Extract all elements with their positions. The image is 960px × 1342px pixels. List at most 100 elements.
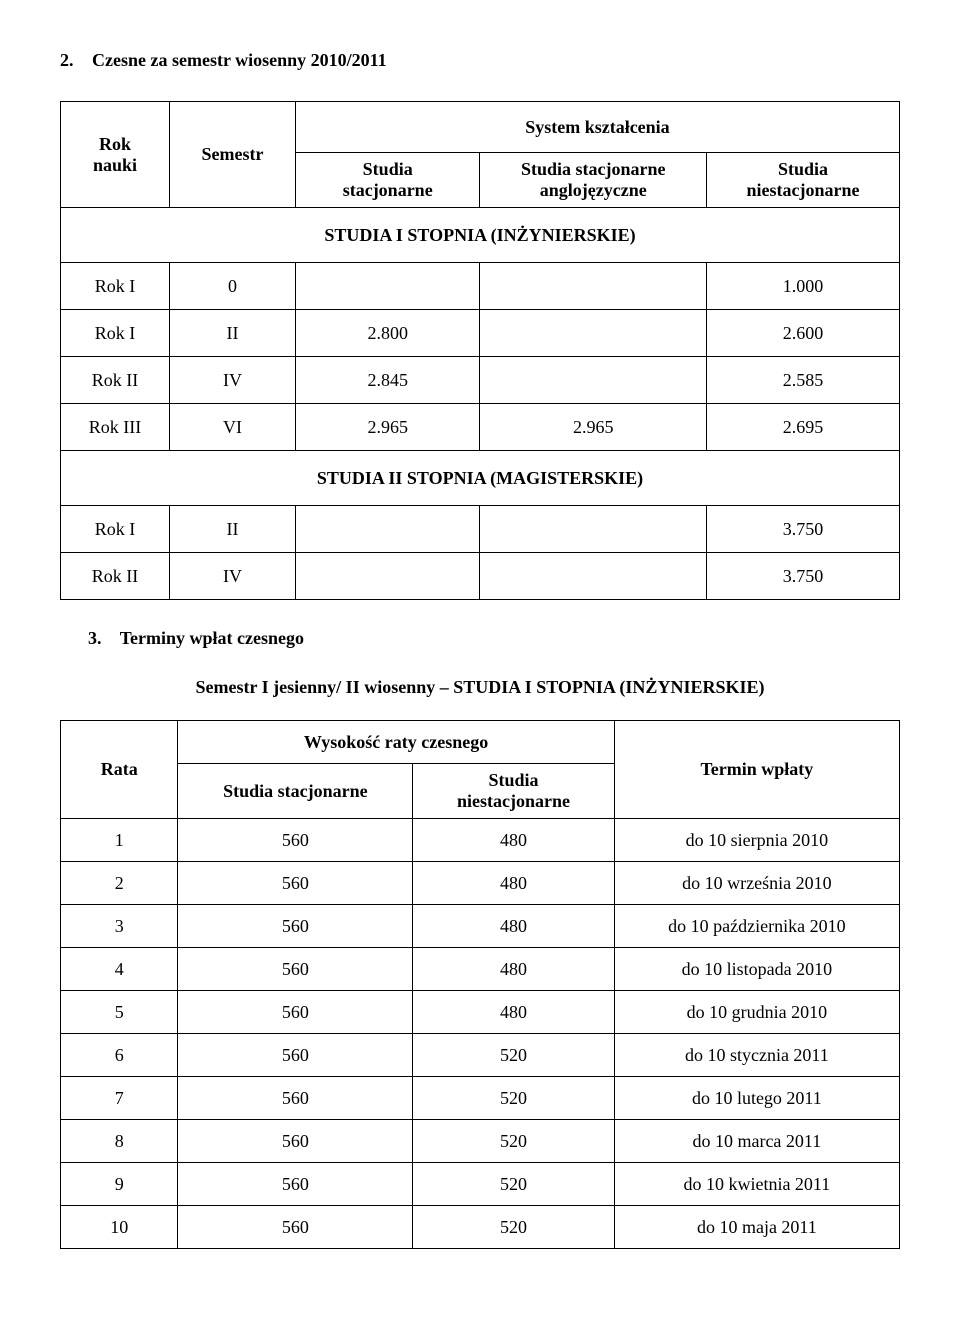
tuition-table: Rok nauki Semestr System kształcenia Stu… [60, 101, 900, 600]
cell-termin: do 10 sierpnia 2010 [614, 819, 899, 862]
table-row: 9 560 520 do 10 kwietnia 2011 [61, 1163, 900, 1206]
table-row: Rok I II 2.800 2.600 [61, 310, 900, 357]
cell-niestac: 480 [413, 948, 614, 991]
cell-ang [480, 553, 707, 600]
section-2-title: Czesne za semestr wiosenny 2010/2011 [92, 50, 387, 70]
cell-stac: 2.845 [295, 357, 480, 404]
cell-niestac: 520 [413, 1206, 614, 1249]
cell-ang [480, 506, 707, 553]
cell-niestac: 480 [413, 862, 614, 905]
cell-termin: do 10 października 2010 [614, 905, 899, 948]
cell-stac: 560 [178, 819, 413, 862]
cell-rok: Rok III [61, 404, 170, 451]
cell-termin: do 10 września 2010 [614, 862, 899, 905]
niestac-l1: Studia [423, 770, 603, 791]
table-header-row: Rok nauki Semestr System kształcenia [61, 102, 900, 153]
rok-nauki-l1: Rok [71, 134, 159, 155]
table-row: Rok III VI 2.965 2.965 2.695 [61, 404, 900, 451]
cell-termin: do 10 lutego 2011 [614, 1077, 899, 1120]
cell-termin: do 10 marca 2011 [614, 1120, 899, 1163]
cell-sem: II [170, 310, 296, 357]
table-row: 7 560 520 do 10 lutego 2011 [61, 1077, 900, 1120]
section-2-number: 2. [60, 50, 74, 70]
cell-niestac: 520 [413, 1034, 614, 1077]
cell-ang [480, 357, 707, 404]
cell-termin: do 10 stycznia 2011 [614, 1034, 899, 1077]
section-mgr-label: STUDIA II STOPNIA (MAGISTERSKIE) [61, 451, 900, 506]
section-row-inz: STUDIA I STOPNIA (INŻYNIERSKIE) [61, 208, 900, 263]
cell-stac: 560 [178, 905, 413, 948]
cell-niestac: 480 [413, 905, 614, 948]
cell-sem: VI [170, 404, 296, 451]
section-3-heading: 3. Terminy wpłat czesnego [88, 628, 900, 649]
cell-niestac: 2.695 [707, 404, 900, 451]
section-3-number: 3. [88, 628, 102, 648]
cell-stac: 2.800 [295, 310, 480, 357]
cell-stac [295, 506, 480, 553]
cell-niestac: 2.600 [707, 310, 900, 357]
table-row: 3 560 480 do 10 października 2010 [61, 905, 900, 948]
niestac-l2: niestacjonarne [423, 791, 603, 812]
section-2-heading: 2. Czesne za semestr wiosenny 2010/2011 [60, 50, 900, 71]
cell-stac: 560 [178, 1206, 413, 1249]
cell-niestac: 520 [413, 1120, 614, 1163]
subheading: Semestr I jesienny/ II wiosenny – STUDIA… [60, 677, 900, 698]
rok-nauki-l2: nauki [71, 155, 159, 176]
cell-n: 10 [61, 1206, 178, 1249]
col-system: System kształcenia [295, 102, 899, 153]
section-inz-label: STUDIA I STOPNIA (INŻYNIERSKIE) [61, 208, 900, 263]
ang-l1: Studia stacjonarne [490, 159, 696, 180]
col-stac: Studia stacjonarne [178, 764, 413, 819]
cell-n: 4 [61, 948, 178, 991]
cell-stac: 560 [178, 1034, 413, 1077]
cell-n: 6 [61, 1034, 178, 1077]
ang-l2: anglojęzyczne [490, 180, 696, 201]
col-niestac: Studia niestacjonarne [413, 764, 614, 819]
col-rok-nauki: Rok nauki [61, 102, 170, 208]
cell-termin: do 10 listopada 2010 [614, 948, 899, 991]
table-row: Rok II IV 3.750 [61, 553, 900, 600]
stac-l2: stacjonarne [306, 180, 470, 201]
cell-n: 3 [61, 905, 178, 948]
cell-sem: 0 [170, 263, 296, 310]
cell-stac: 560 [178, 1120, 413, 1163]
cell-termin: do 10 maja 2011 [614, 1206, 899, 1249]
cell-niestac: 480 [413, 991, 614, 1034]
col-ang: Studia stacjonarne anglojęzyczne [480, 153, 707, 208]
col-termin: Termin wpłaty [614, 721, 899, 819]
table-row: Rok I II 3.750 [61, 506, 900, 553]
cell-niestac: 3.750 [707, 506, 900, 553]
section-row-mgr: STUDIA II STOPNIA (MAGISTERSKIE) [61, 451, 900, 506]
cell-niestac: 2.585 [707, 357, 900, 404]
table-row: 1 560 480 do 10 sierpnia 2010 [61, 819, 900, 862]
col-semestr: Semestr [170, 102, 296, 208]
niestac-l2: niestacjonarne [717, 180, 889, 201]
payment-schedule-table: Rata Wysokość raty czesnego Termin wpłat… [60, 720, 900, 1249]
cell-n: 5 [61, 991, 178, 1034]
cell-n: 2 [61, 862, 178, 905]
cell-rok: Rok II [61, 553, 170, 600]
cell-niestac: 520 [413, 1077, 614, 1120]
cell-n: 8 [61, 1120, 178, 1163]
col-niestac: Studia niestacjonarne [707, 153, 900, 208]
stac-l1: Studia [306, 159, 470, 180]
table-header-row: Rata Wysokość raty czesnego Termin wpłat… [61, 721, 900, 764]
cell-rok: Rok I [61, 263, 170, 310]
table-row: Rok II IV 2.845 2.585 [61, 357, 900, 404]
table-row: 10 560 520 do 10 maja 2011 [61, 1206, 900, 1249]
cell-termin: do 10 grudnia 2010 [614, 991, 899, 1034]
col-stac: Studia stacjonarne [295, 153, 480, 208]
cell-stac: 2.965 [295, 404, 480, 451]
cell-stac: 560 [178, 1163, 413, 1206]
table-row: 2 560 480 do 10 września 2010 [61, 862, 900, 905]
cell-ang [480, 263, 707, 310]
cell-ang [480, 310, 707, 357]
col-wysokosc: Wysokość raty czesnego [178, 721, 614, 764]
cell-sem: II [170, 506, 296, 553]
table-row: 5 560 480 do 10 grudnia 2010 [61, 991, 900, 1034]
col-rata: Rata [61, 721, 178, 819]
table-row: 8 560 520 do 10 marca 2011 [61, 1120, 900, 1163]
cell-niestac: 520 [413, 1163, 614, 1206]
cell-niestac: 480 [413, 819, 614, 862]
cell-rok: Rok I [61, 310, 170, 357]
